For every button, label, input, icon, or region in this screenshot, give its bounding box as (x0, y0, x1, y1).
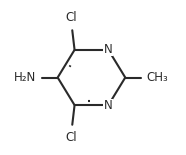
Text: Cl: Cl (66, 11, 77, 24)
Text: N: N (104, 43, 113, 56)
Text: N: N (104, 99, 113, 112)
Text: H₂N: H₂N (14, 71, 36, 84)
Text: Cl: Cl (66, 131, 77, 144)
Text: CH₃: CH₃ (147, 71, 169, 84)
